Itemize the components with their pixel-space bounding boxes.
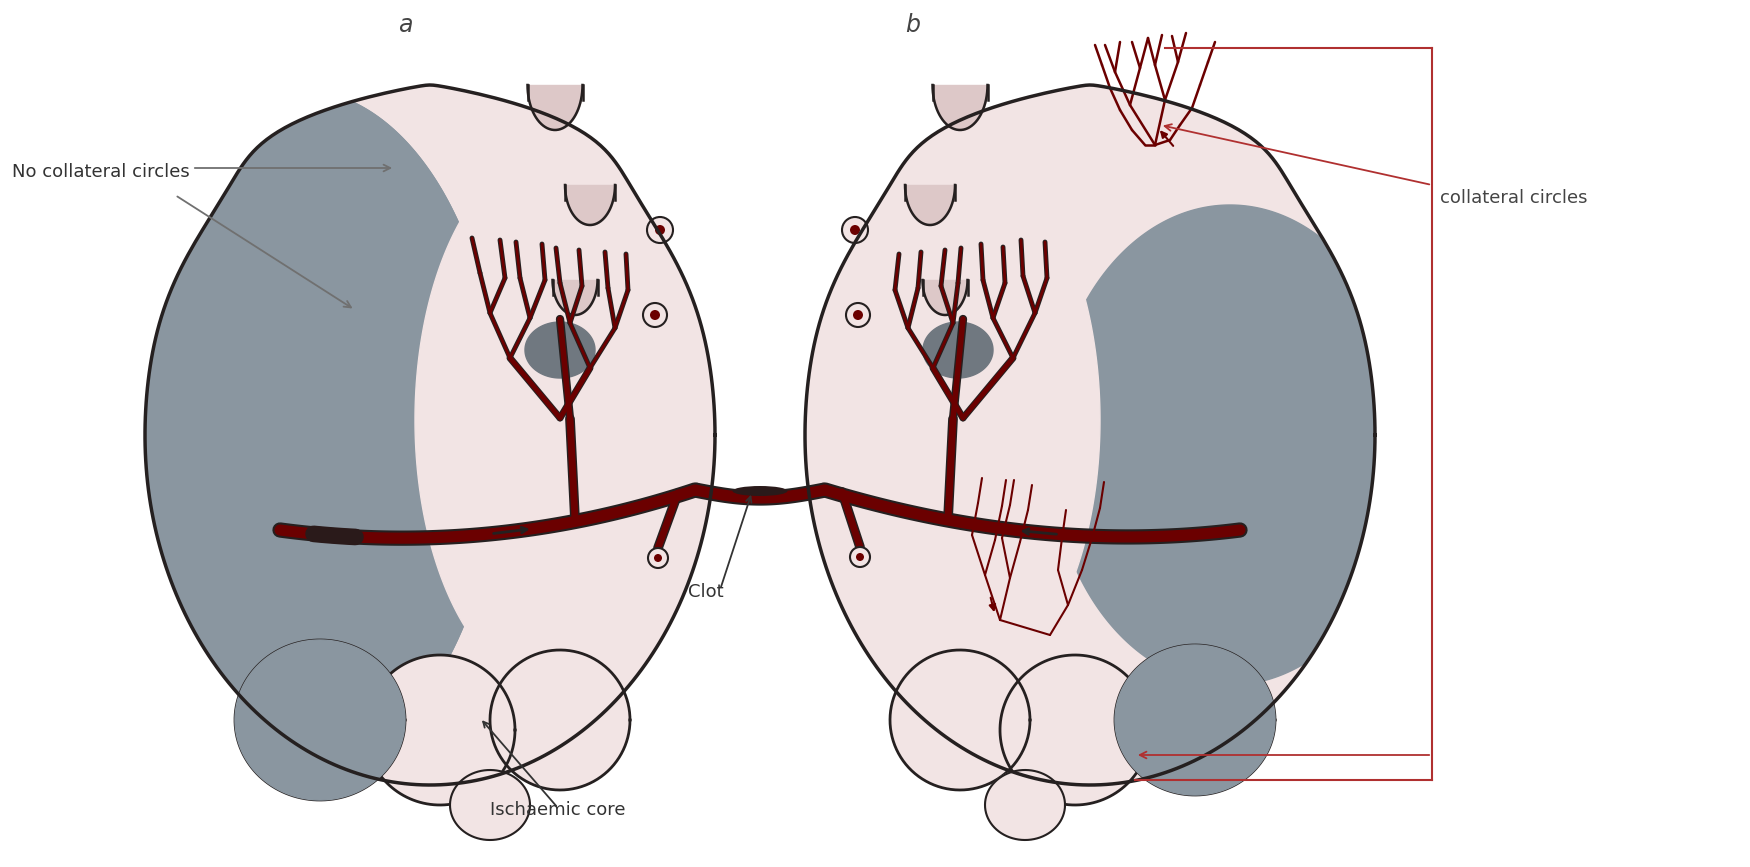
Text: Ischaemic core: Ischaemic core: [490, 801, 626, 819]
Polygon shape: [1115, 645, 1276, 795]
Circle shape: [852, 310, 863, 320]
Circle shape: [856, 553, 864, 561]
Text: collateral circles: collateral circles: [1440, 189, 1587, 207]
Polygon shape: [1050, 205, 1410, 685]
Polygon shape: [145, 85, 716, 785]
Polygon shape: [922, 322, 992, 378]
Circle shape: [842, 217, 868, 243]
Circle shape: [649, 310, 660, 320]
Polygon shape: [891, 650, 1031, 790]
Polygon shape: [985, 770, 1066, 840]
Text: Clot: Clot: [688, 583, 724, 601]
Polygon shape: [805, 85, 1376, 785]
Circle shape: [648, 548, 668, 568]
Polygon shape: [525, 322, 595, 378]
Polygon shape: [821, 150, 1101, 690]
Circle shape: [845, 303, 870, 327]
Circle shape: [642, 303, 667, 327]
Ellipse shape: [733, 486, 788, 496]
Polygon shape: [490, 650, 630, 790]
Text: No collateral circles: No collateral circles: [12, 163, 189, 181]
Polygon shape: [415, 150, 695, 690]
Polygon shape: [1115, 645, 1276, 795]
Polygon shape: [234, 640, 404, 800]
Polygon shape: [450, 770, 530, 840]
Circle shape: [648, 217, 674, 243]
Circle shape: [654, 554, 662, 562]
Circle shape: [850, 547, 870, 567]
Circle shape: [850, 225, 859, 235]
Polygon shape: [100, 90, 500, 770]
Circle shape: [654, 225, 665, 235]
Polygon shape: [366, 655, 514, 805]
Text: a: a: [397, 13, 413, 37]
Polygon shape: [999, 655, 1150, 805]
Polygon shape: [100, 90, 500, 770]
Text: b: b: [905, 13, 920, 37]
Polygon shape: [234, 640, 404, 800]
